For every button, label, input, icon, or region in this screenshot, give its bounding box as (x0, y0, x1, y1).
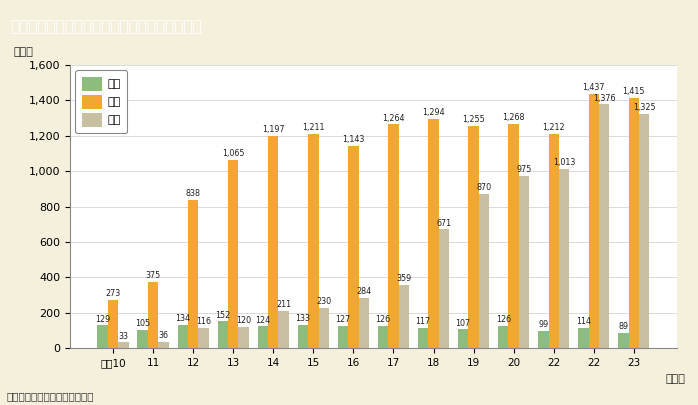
Text: 1,325: 1,325 (633, 103, 655, 112)
Text: 33: 33 (119, 332, 128, 341)
Bar (107, 300, 118, 348)
Bar (218, 322, 228, 348)
Text: 1,415: 1,415 (623, 87, 645, 96)
Text: 133: 133 (295, 314, 311, 323)
Text: 120: 120 (236, 316, 251, 325)
Text: 273: 273 (105, 289, 121, 298)
Text: 127: 127 (335, 315, 350, 324)
Legend: 殺人, 傷害, 暴行: 殺人, 傷害, 暴行 (75, 70, 128, 133)
Bar (148, 282, 158, 348)
Bar (629, 98, 639, 348)
Bar (228, 160, 239, 348)
Bar (399, 285, 409, 348)
Bar (439, 229, 449, 348)
Bar (519, 175, 529, 348)
Bar (348, 146, 359, 348)
Text: （年）: （年） (666, 374, 685, 384)
Text: 129: 129 (95, 315, 110, 324)
Text: 第１－６－４図　夫から妻への犯罪の検挙状況: 第１－６－４図 夫から妻への犯罪の検挙状況 (10, 19, 202, 34)
Bar (388, 124, 399, 348)
Text: 1,212: 1,212 (542, 123, 565, 132)
Text: 107: 107 (456, 319, 470, 328)
Text: 1,143: 1,143 (342, 135, 364, 144)
Text: 1,197: 1,197 (262, 126, 285, 134)
Text: 1,255: 1,255 (462, 115, 485, 124)
Text: 1,065: 1,065 (222, 149, 244, 158)
Text: 284: 284 (356, 287, 371, 296)
Text: 117: 117 (415, 317, 431, 326)
Text: 126: 126 (496, 315, 511, 324)
Bar (318, 307, 329, 348)
Bar (177, 324, 188, 348)
Text: 1,268: 1,268 (503, 113, 525, 122)
Text: 375: 375 (145, 271, 161, 280)
Bar (578, 328, 588, 348)
Bar (118, 343, 128, 348)
Text: 1,211: 1,211 (302, 123, 325, 132)
Bar (559, 169, 570, 348)
Bar (639, 113, 649, 348)
Bar (418, 328, 429, 348)
Bar (549, 134, 559, 348)
Text: 1,437: 1,437 (583, 83, 605, 92)
Bar (468, 126, 479, 348)
Bar (279, 311, 289, 348)
Text: 152: 152 (215, 311, 230, 320)
Bar (599, 104, 609, 348)
Text: 230: 230 (316, 297, 332, 306)
Bar (359, 298, 369, 348)
Bar (98, 326, 107, 348)
Text: 89: 89 (618, 322, 628, 331)
Bar (618, 333, 629, 348)
Text: 838: 838 (186, 189, 200, 198)
Text: 1,013: 1,013 (553, 158, 575, 167)
Text: 114: 114 (576, 318, 591, 326)
Bar (298, 325, 308, 348)
Bar (498, 326, 508, 348)
Bar (138, 330, 148, 348)
Text: 134: 134 (175, 314, 191, 323)
Text: 126: 126 (376, 315, 391, 324)
Bar (198, 328, 209, 348)
Text: 359: 359 (396, 274, 412, 283)
Text: 36: 36 (158, 331, 168, 340)
Text: 1,294: 1,294 (422, 108, 445, 117)
Bar (188, 200, 198, 348)
Bar (258, 326, 268, 348)
Text: 116: 116 (196, 317, 211, 326)
Text: 99: 99 (538, 320, 549, 329)
Bar (538, 331, 549, 348)
Text: 1,376: 1,376 (593, 94, 616, 103)
Text: 1,264: 1,264 (383, 113, 405, 123)
Text: 124: 124 (255, 315, 270, 324)
Bar (158, 342, 169, 348)
Bar (378, 326, 388, 348)
Bar (239, 327, 249, 348)
Bar (588, 94, 599, 348)
Bar (458, 329, 468, 348)
Text: （備考）警察庁資料より作成。: （備考）警察庁資料より作成。 (7, 391, 94, 401)
Text: 870: 870 (477, 183, 491, 192)
Bar (268, 136, 279, 348)
Bar (508, 124, 519, 348)
Text: 211: 211 (276, 300, 291, 309)
Bar (308, 134, 318, 348)
Bar (479, 194, 489, 348)
Text: 105: 105 (135, 319, 150, 328)
Text: 975: 975 (517, 165, 532, 174)
Bar (338, 326, 348, 348)
Text: （件）: （件） (14, 47, 34, 57)
Bar (429, 119, 439, 348)
Text: 671: 671 (436, 219, 452, 228)
